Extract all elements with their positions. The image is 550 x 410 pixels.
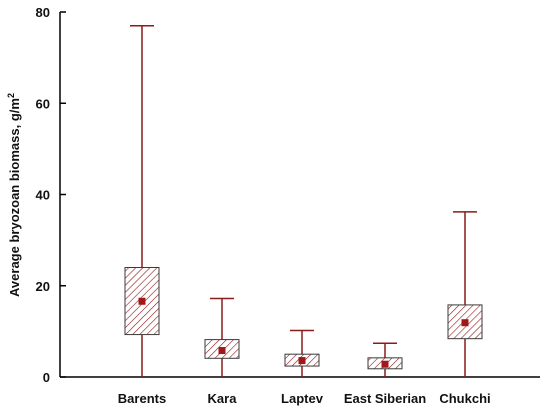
category-label: Barents: [118, 391, 166, 406]
box-laptev: [284, 329, 320, 377]
y-axis-title: Average bryozoan biomass, g/m2: [6, 93, 22, 297]
mean-marker: [138, 297, 146, 305]
category-labels: Barents Kara Laptev East Siberian Chukchi: [118, 391, 491, 406]
category-label: Kara: [208, 391, 238, 406]
box-kara: [204, 297, 240, 377]
box-east-siberian: [367, 342, 403, 377]
box-body: [124, 267, 160, 336]
y-tick-label: 20: [36, 279, 50, 294]
category-label: Laptev: [281, 391, 324, 406]
y-tick-label: 0: [43, 370, 50, 385]
y-tick-label: 80: [36, 5, 50, 20]
category-label: Chukchi: [439, 391, 490, 406]
mean-marker: [381, 360, 389, 368]
mean-marker: [461, 319, 469, 327]
mean-marker: [298, 357, 306, 365]
category-label: East Siberian: [344, 391, 426, 406]
mean-marker: [218, 347, 226, 355]
y-tick-label: 60: [36, 96, 50, 111]
y-tick-label: 40: [36, 188, 50, 203]
y-ticks: 0 20 40 60 80: [36, 5, 66, 385]
box-barents: [124, 24, 160, 377]
box-chukchi: [447, 211, 483, 377]
boxes: [124, 24, 483, 377]
